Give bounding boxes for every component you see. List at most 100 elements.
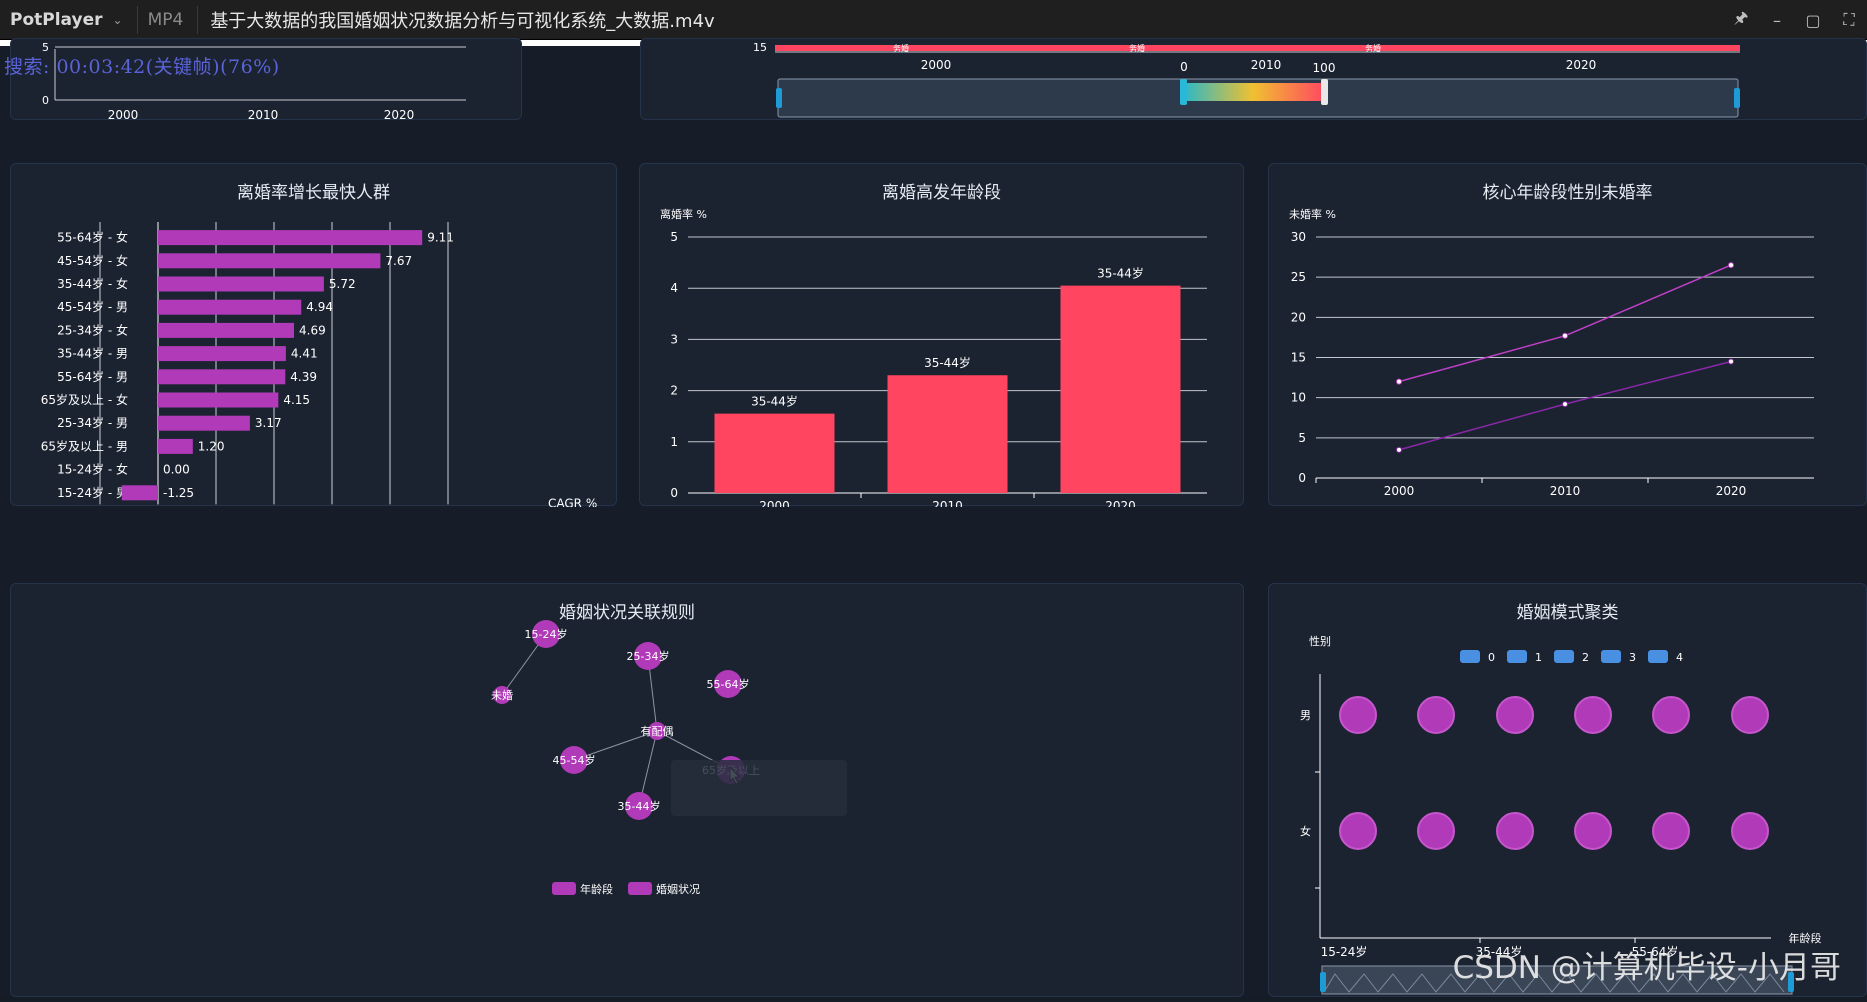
- y-tick-label: 5: [42, 41, 49, 54]
- data-point: [1728, 358, 1734, 365]
- data-label: 1.20: [198, 439, 225, 453]
- y-tick-label: 2: [670, 384, 678, 398]
- datazoom-handle: [1734, 88, 1740, 108]
- osd-seek-text: 搜索: 00:03:42(关键帧)(76%): [4, 56, 280, 78]
- y-tick-label: 1: [670, 435, 678, 449]
- data-label: 4.39: [290, 370, 317, 384]
- y-category-label: 55-64岁 - 男: [57, 369, 128, 384]
- y-tick-label: 15: [753, 41, 767, 54]
- y-tick-label: 4: [670, 281, 678, 295]
- cluster-point: [1417, 812, 1455, 850]
- chart-title: 婚姻模式聚类: [1516, 603, 1619, 623]
- y-tick-label: 10: [1291, 391, 1306, 405]
- watermark: CSDN @计算机毕设-小月哥: [1452, 950, 1841, 986]
- y-category-label: 35-44岁 - 男: [57, 346, 128, 361]
- bar-label: 务婚: [1365, 43, 1381, 53]
- chart-unmarried-rate: 未婚率 %051015202530200020102020男女: [1289, 207, 1814, 540]
- graph-node-label: 35-44岁: [618, 799, 661, 813]
- x-tick-label: 55-64岁: [1632, 944, 1679, 959]
- datazoom-handle: [776, 88, 782, 108]
- x-tick-label: 2020: [1105, 499, 1136, 507]
- chart-title: 离婚高发年龄段: [882, 183, 1001, 203]
- panel-marriage-clusters: 婚姻模式聚类 性别 0 1 2 3 4 年龄段 男女 15-24岁 35-44岁 55-64岁: [1268, 583, 1867, 997]
- data-label: 4.94: [306, 300, 333, 314]
- visualmap-bar: [1183, 83, 1323, 101]
- fullscreen-icon[interactable]: ⛶: [1843, 10, 1855, 29]
- x-axis-name: 年龄段: [1789, 931, 1822, 945]
- y-category-label: 15-24岁 - 男: [57, 485, 128, 500]
- chart-title: 离婚率增长最快人群: [237, 183, 390, 203]
- data-point: [1562, 332, 1568, 339]
- data-label: 4.15: [283, 393, 310, 407]
- graph-node-label: 有配偶: [641, 724, 674, 738]
- x-tick-label: 35-44岁: [1476, 944, 1523, 959]
- graph-node: [532, 620, 560, 648]
- data-label: 4.69: [299, 323, 326, 337]
- y-category-label: 45-54岁 - 女: [57, 253, 128, 268]
- bar-label: 务婚: [1129, 43, 1145, 53]
- x-tick-label: 15-24岁: [1321, 944, 1368, 959]
- x-tick-label: 2010: [1251, 58, 1282, 72]
- chart-top-left: 5 0 2000 2010 2020: [42, 41, 466, 122]
- app-brand[interactable]: PotPlayer: [10, 9, 103, 30]
- data-label: 0.00: [163, 463, 190, 477]
- panel-association-rules: 婚姻状况关联规则 15-24岁未婚25-34岁55-64岁有配偶45-54岁65…: [10, 583, 1244, 997]
- data-point: [1562, 401, 1568, 408]
- chart-association-rules[interactable]: 15-24岁未婚25-34岁55-64岁有配偶45-54岁65岁及以上35-44…: [11, 584, 1245, 998]
- y-category-label: 25-34岁 - 女: [57, 322, 128, 337]
- y-category-label: 55-64岁 - 女: [57, 230, 128, 245]
- legend-marker: [1554, 650, 1574, 663]
- y-category-label: 65岁及以上 - 女: [41, 392, 128, 407]
- bar: [158, 346, 286, 362]
- bar: [158, 276, 324, 292]
- x-tick-label: 2010: [248, 108, 279, 121]
- legend-marker: [1601, 650, 1621, 663]
- bar: [1060, 285, 1181, 493]
- legend-label: 2: [1582, 651, 1589, 664]
- y-tick-label: 25: [1291, 270, 1306, 284]
- legend-marker: [552, 882, 576, 895]
- graph-node: [560, 746, 588, 774]
- panel-divorce-peak: 离婚高发年龄段 离婚率 % 0 1 2 3 4 5 35-44岁 2000 35-44岁 2010 3…: [639, 163, 1244, 513]
- cluster-point: [1731, 696, 1769, 734]
- datazoom-preview: [1323, 973, 1785, 993]
- legend-marker: [628, 882, 652, 895]
- format-label: MP4: [147, 9, 184, 30]
- pin-icon[interactable]: 🖈: [1733, 7, 1749, 27]
- y-tick-label: 0: [42, 94, 49, 107]
- data-point: [1396, 446, 1402, 453]
- y-tick-label: 0: [670, 486, 678, 500]
- x-tick-label: 2000: [759, 499, 790, 507]
- x-tick-label: 2020: [384, 108, 415, 121]
- y-category-label: 65岁及以上 - 男: [41, 438, 128, 453]
- minimize-icon[interactable]: –: [1773, 10, 1781, 30]
- maximize-icon[interactable]: ▢: [1805, 10, 1821, 30]
- y-tick-label: 5: [670, 230, 678, 244]
- bar: [158, 322, 295, 338]
- data-point: [1728, 262, 1734, 269]
- cluster-point: [1574, 696, 1612, 734]
- x-tick-label: 2000: [108, 108, 139, 121]
- bar-label: 35-44岁: [751, 394, 798, 409]
- bar: [714, 413, 835, 493]
- title-bar: PotPlayer ⌄ MP4 基于大数据的我国婚姻状况数据分析与可视化系统_大…: [0, 0, 1867, 40]
- x-tick-label: 2020: [1716, 484, 1747, 498]
- bar: [158, 438, 193, 454]
- visualmap-max-label: 100: [1313, 61, 1336, 75]
- y-axis-name: 性别: [1309, 634, 1331, 648]
- cluster-point: [1574, 812, 1612, 850]
- data-label: 7.67: [385, 254, 412, 268]
- legend-label: 0: [1488, 651, 1495, 664]
- y-tick-label: 女: [1300, 824, 1311, 838]
- legend-label: 3: [1629, 651, 1636, 664]
- visualmap-handle: [1321, 79, 1328, 105]
- chevron-down-icon[interactable]: ⌄: [112, 12, 123, 27]
- graph-node-label: 15-24岁: [525, 627, 568, 641]
- chart-title: 核心年龄段性别未婚率: [1482, 183, 1653, 203]
- graph-node-label: 45-54岁: [553, 753, 596, 767]
- bar: [158, 253, 381, 269]
- series-line: [1398, 264, 1732, 383]
- visualmap-min-label: 0: [1180, 60, 1188, 74]
- bar-label: 务婚: [893, 43, 909, 53]
- chart-divorce-peak: 离婚率 % 0 1 2 3 4 5 35-44岁 2000 35-44岁 2010 35-44岁 202…: [660, 207, 1207, 513]
